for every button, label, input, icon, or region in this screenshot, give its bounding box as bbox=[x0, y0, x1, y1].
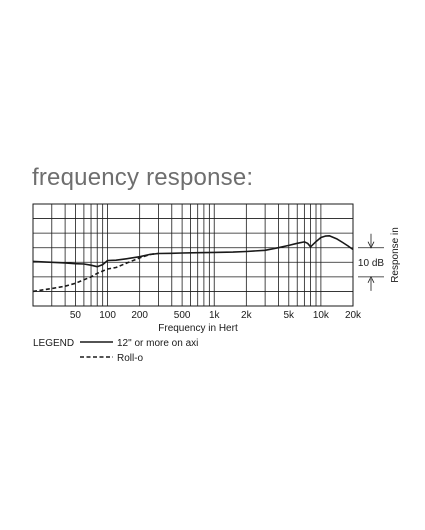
x-axis-title: Frequency in Hert bbox=[158, 323, 238, 334]
scale-arrow-down-icon bbox=[367, 241, 375, 249]
legend-dashed-label: Roll-o bbox=[117, 353, 144, 364]
legend-title: LEGEND bbox=[33, 338, 74, 349]
x-tick-label: 50 bbox=[70, 310, 82, 321]
x-tick-label: 5k bbox=[283, 310, 295, 321]
scale-arrow-up-icon bbox=[367, 275, 375, 284]
scale-marker: 10 dB bbox=[358, 233, 384, 291]
x-tick-label: 1k bbox=[209, 310, 221, 321]
legend: LEGEND 12" or more on axi Roll-o bbox=[33, 338, 198, 364]
x-tick-label: 100 bbox=[99, 310, 116, 321]
scale-marker-label: 10 dB bbox=[358, 258, 384, 269]
x-tick-label: 20k bbox=[345, 310, 362, 321]
plot-frame bbox=[32, 203, 354, 307]
series-layer bbox=[32, 235, 354, 293]
legend-solid-label: 12" or more on axi bbox=[117, 338, 198, 349]
series-line-1 bbox=[32, 235, 354, 268]
x-tick-label: 2k bbox=[241, 310, 253, 321]
x-tick-label: 10k bbox=[313, 310, 330, 321]
y-axis-title: Response in bbox=[390, 227, 401, 283]
grid-lines bbox=[33, 204, 353, 306]
x-tick-label: 200 bbox=[131, 310, 148, 321]
x-tick-label: 500 bbox=[174, 310, 191, 321]
series-line-2 bbox=[32, 252, 159, 293]
x-tick-labels: 50 100 200 500 1k 2k 5k 10k 20k bbox=[70, 310, 362, 321]
page-title: frequency response: bbox=[32, 164, 254, 191]
